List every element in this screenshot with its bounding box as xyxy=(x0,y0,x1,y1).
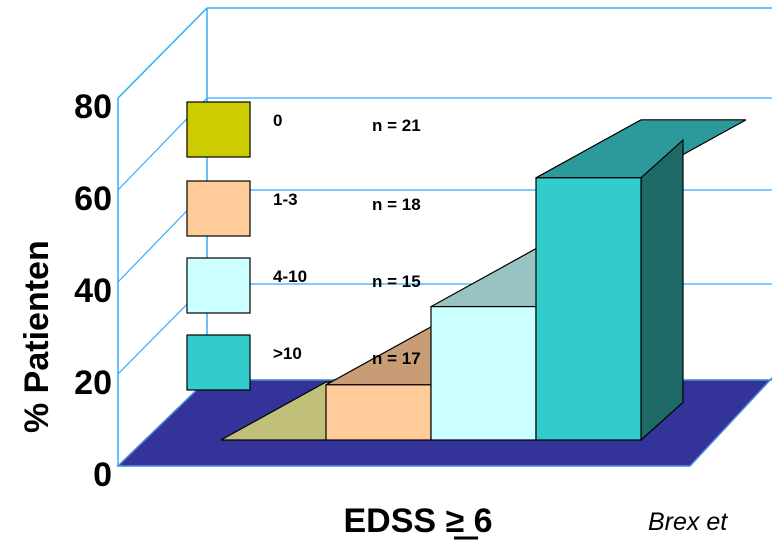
y-tick-60: 60 xyxy=(74,180,112,218)
legend-n-1: n = 18 xyxy=(372,195,421,214)
bar-top-3 xyxy=(535,119,747,179)
y-axis-ticks: 0 20 40 60 80 xyxy=(74,88,112,494)
bar-front-1 xyxy=(325,384,432,441)
bars xyxy=(220,119,747,442)
legend-label-3: >10 xyxy=(273,344,302,363)
legend-label-2: 4-10 xyxy=(273,267,307,286)
y-tick-80: 80 xyxy=(74,88,112,126)
y-tick-20: 20 xyxy=(74,364,112,402)
citation: Brex et xyxy=(648,508,728,536)
legend: 0 n = 21 1-3 n = 18 4-10 n = 15 >10 n = 17 xyxy=(186,101,421,391)
legend-n-0: n = 21 xyxy=(372,116,421,135)
y-tick-0: 0 xyxy=(93,456,112,494)
left-wall-top-edge xyxy=(117,7,208,99)
bar-3 xyxy=(535,119,747,442)
x-axis-label: EDSS ≥ 6 xyxy=(343,502,492,540)
y-axis-label: % Patienten xyxy=(18,240,56,433)
legend-swatch-2 xyxy=(186,257,251,314)
legend-n-3: n = 17 xyxy=(372,349,421,368)
legend-swatch-1 xyxy=(186,180,251,237)
legend-swatch-0 xyxy=(186,101,251,158)
bar-side-3 xyxy=(640,138,684,442)
bar-front-3 xyxy=(535,177,642,441)
y-tick-40: 40 xyxy=(74,272,112,310)
legend-label-0: 0 xyxy=(273,111,282,130)
legend-n-2: n = 15 xyxy=(372,272,421,291)
bar-front-2 xyxy=(430,306,537,441)
legend-swatch-3 xyxy=(186,334,251,391)
legend-label-1: 1-3 xyxy=(273,190,298,209)
